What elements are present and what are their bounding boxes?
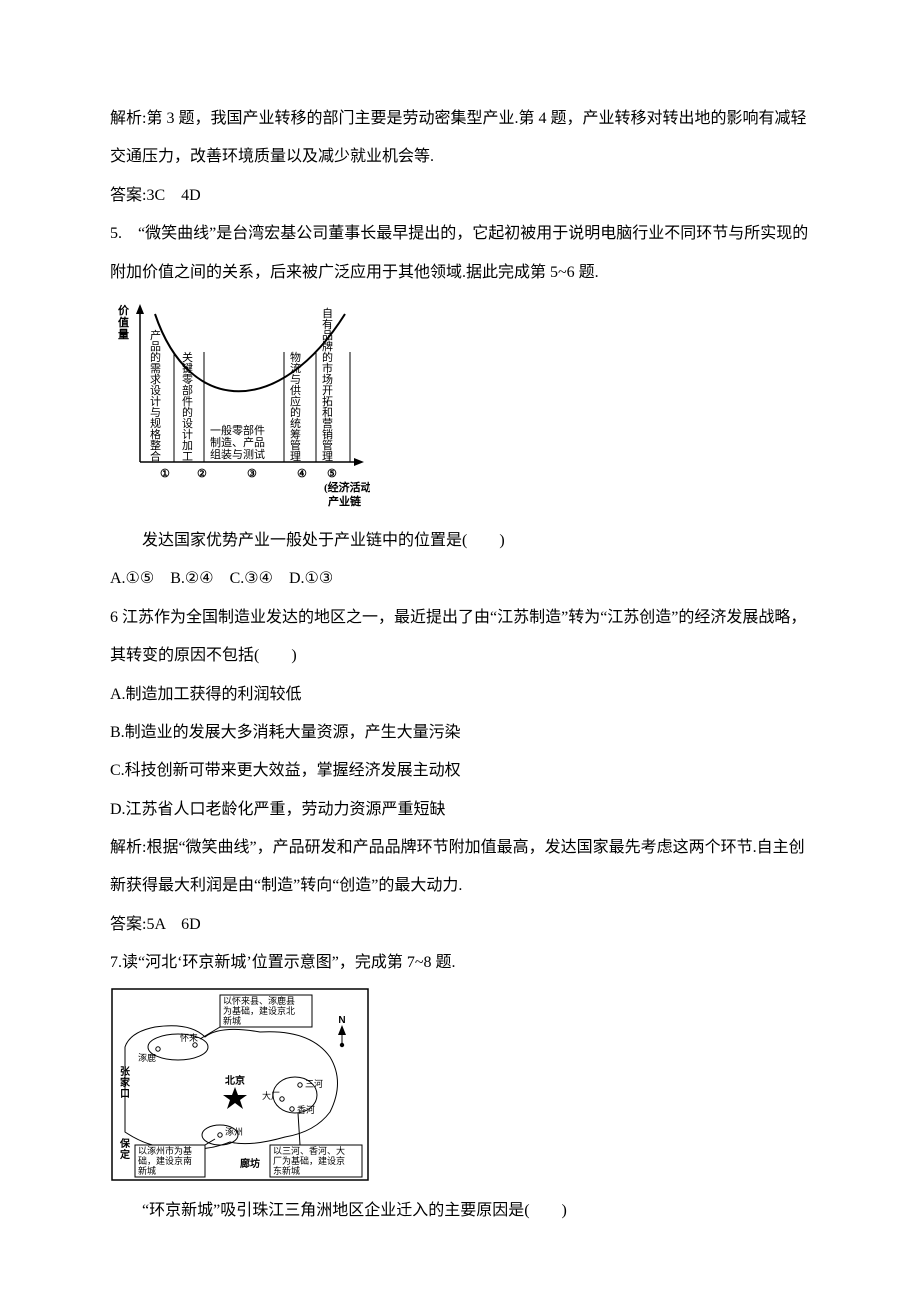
svg-text:以怀来县、涿鹿县: 以怀来县、涿鹿县: [223, 995, 295, 1006]
city-beijing: 北京: [225, 1074, 245, 1087]
svg-text:为基础，建设京北: 为基础，建设京北: [223, 1005, 295, 1016]
y-axis-arrow: [136, 304, 144, 314]
city-dachang: 大厂: [262, 1090, 280, 1101]
svg-text:物流与供应的统筹管理: 物流与供应的统筹管理: [290, 350, 301, 463]
document-page: 解析:第 3 题，我国产业转移的部门主要是劳动密集型产业.第 4 题，产业转移对…: [0, 0, 920, 1290]
svg-text:制造、产品: 制造、产品: [210, 435, 265, 449]
svg-text:一般零部件: 一般零部件: [210, 423, 265, 437]
marker-dachang: [280, 1096, 284, 1100]
category-labels: 产品的需求设计与规格整合 关键零部件的设计加工一般零部件制造、产品组装与测试 物流与…: [150, 307, 333, 463]
marker-zhuozhou: [218, 1132, 222, 1136]
city-sanhe: 三河: [305, 1078, 323, 1089]
question-6: 6 江苏作为全国制造业发达的地区之一，最近提出了由“江苏制造”转为“江苏创造”的…: [110, 599, 810, 676]
north-label: N: [338, 1015, 345, 1026]
marker-huailai: [193, 1042, 197, 1046]
svg-text:①: ①: [160, 468, 170, 480]
svg-text:东新城: 东新城: [273, 1165, 300, 1176]
city-xianghe: 香河: [297, 1104, 315, 1115]
question-5-options: A.①⑤ B.②④ C.③④ D.①③: [110, 560, 810, 598]
smile-curve-chart: 价 值 量 产品的需求设计与规格整合 关键零部件的设计加工一般零部件制造、产品组装…: [110, 302, 810, 512]
box-east: 以三河、香河、大 厂为基础，建设京 东新城: [270, 1113, 362, 1177]
answer-5-6: 答案:5A 6D: [110, 906, 810, 944]
svg-text:③: ③: [247, 468, 257, 480]
north-arrow-head: [338, 1025, 346, 1035]
x-axis-footer1: (经济活动): [324, 480, 370, 494]
beijing-star-icon: [223, 1087, 247, 1109]
north-arrow-dot: [340, 1042, 344, 1046]
question-7: “环京新城”吸引珠江三角洲地区企业迁入的主要原因是( ): [110, 1192, 810, 1230]
map-svg: N 张 家 口 保 定 涿鹿 怀: [110, 987, 370, 1182]
svg-text:础，建设京南: 础，建设京南: [138, 1155, 192, 1166]
city-zhangjiakou: 张 家 口: [120, 1065, 133, 1100]
marker-xianghe: [290, 1106, 294, 1110]
svg-text:自有品牌的市场开拓和营销管理: 自有品牌的市场开拓和营销管理: [322, 307, 333, 463]
city-zhuozhou: 涿州: [225, 1127, 243, 1137]
category-numbers: ① ② ③ ④ ⑤: [160, 468, 337, 480]
x-axis-footer2: 产业链: [328, 494, 362, 508]
question-6-c: C.科技创新可带来更大效益，掌握经济发展主动权: [110, 752, 810, 790]
svg-text:②: ②: [197, 468, 207, 480]
city-langfang: 廊坊: [240, 1157, 260, 1170]
stem-7-intro: 7.读“河北‘环京新城’位置示意图”，完成第 7~8 题.: [110, 944, 810, 982]
svg-text:新城: 新城: [138, 1165, 156, 1176]
svg-text:新城: 新城: [223, 1015, 241, 1026]
city-zhuolu: 涿鹿: [138, 1052, 156, 1063]
huanjing-map: N 张 家 口 保 定 涿鹿 怀: [110, 987, 810, 1182]
svg-text:以涿州市为基: 以涿州市为基: [138, 1145, 192, 1156]
svg-text:产品的需求设计与规格整合: 产品的需求设计与规格整合: [150, 328, 161, 463]
svg-text:以三河、香河、大: 以三河、香河、大: [273, 1145, 345, 1156]
answer-3-4: 答案:3C 4D: [110, 177, 810, 215]
stem-5-intro: 5. “微笑曲线”是台湾宏基公司董事长最早提出的，它起初被用于说明电脑行业不同环…: [110, 215, 810, 292]
smile-curve-svg: 价 值 量 产品的需求设计与规格整合 关键零部件的设计加工一般零部件制造、产品组装…: [110, 302, 370, 512]
svg-text:组装与测试: 组装与测试: [210, 447, 265, 461]
analysis-5-6: 解析:根据“微笑曲线”，产品研发和产品品牌环节附加值最高，发达国家最先考虑这两个…: [110, 829, 810, 906]
y-axis-label: 价 值 量: [118, 304, 132, 341]
svg-text:⑤: ⑤: [327, 468, 337, 480]
marker-zhuolu: [156, 1046, 160, 1050]
svg-text:④: ④: [297, 468, 307, 480]
box-north: 以怀来县、涿鹿县 为基础，建设京北 新城: [200, 995, 312, 1039]
marker-sanhe: [298, 1082, 302, 1086]
analysis-3-4: 解析:第 3 题，我国产业转移的部门主要是劳动密集型产业.第 4 题，产业转移对…: [110, 100, 810, 177]
question-5: 发达国家优势产业一般处于产业链中的位置是( ): [110, 522, 810, 560]
question-6-d: D.江苏省人口老龄化严重，劳动力资源严重短缺: [110, 791, 810, 829]
box-south: 以涿州市为基 础，建设京南 新城: [135, 1139, 215, 1177]
city-baoding: 保 定: [119, 1137, 133, 1161]
svg-text:厂为基础，建设京: 厂为基础，建设京: [273, 1155, 345, 1166]
svg-text:关键零部件的设计加工: 关键零部件的设计加工: [182, 350, 193, 463]
city-huailai: 怀来: [180, 1032, 198, 1043]
question-6-a: A.制造加工获得的利润较低: [110, 676, 810, 714]
x-axis-arrow: [354, 458, 364, 466]
question-6-b: B.制造业的发展大多消耗大量资源，产生大量污染: [110, 714, 810, 752]
